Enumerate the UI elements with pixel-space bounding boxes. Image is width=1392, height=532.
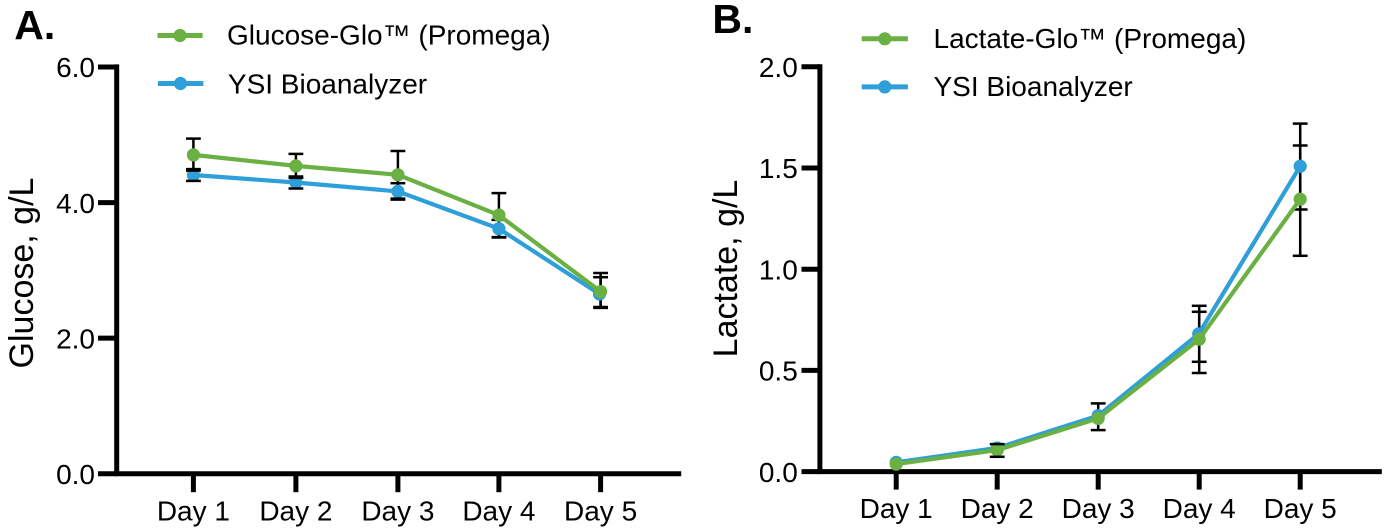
svg-text:Day 2: Day 2	[961, 493, 1034, 524]
svg-text:Day 5: Day 5	[564, 495, 637, 526]
svg-text:Day 1: Day 1	[860, 493, 933, 524]
svg-text:0.0: 0.0	[56, 459, 95, 490]
svg-text:A.: A.	[14, 2, 55, 48]
svg-text:B.: B.	[712, 0, 753, 42]
svg-text:Day 4: Day 4	[1163, 493, 1236, 524]
svg-text:Glucose, g/L: Glucose, g/L	[3, 178, 41, 369]
svg-text:Glucose-Glo™ (Promega): Glucose-Glo™ (Promega)	[227, 20, 551, 51]
svg-text:Day 4: Day 4	[462, 495, 535, 526]
svg-text:Day 2: Day 2	[259, 495, 332, 526]
svg-text:1.0: 1.0	[759, 254, 798, 285]
svg-text:1.5: 1.5	[759, 153, 798, 184]
svg-text:Lactate-Glo™ (Promega): Lactate-Glo™ (Promega)	[934, 23, 1247, 54]
svg-text:YSI Bioanalyzer: YSI Bioanalyzer	[934, 71, 1133, 102]
svg-text:2.0: 2.0	[56, 323, 95, 354]
svg-text:YSI Bioanalyzer: YSI Bioanalyzer	[228, 69, 427, 100]
svg-text:Lactate, g/L: Lactate, g/L	[707, 180, 745, 358]
svg-text:Day 3: Day 3	[361, 495, 434, 526]
svg-text:0.0: 0.0	[759, 457, 798, 488]
svg-text:Day 3: Day 3	[1062, 493, 1135, 524]
svg-text:Day 1: Day 1	[157, 495, 230, 526]
svg-text:Day 5: Day 5	[1264, 493, 1337, 524]
svg-text:6.0: 6.0	[56, 52, 95, 83]
svg-text:4.0: 4.0	[56, 188, 95, 219]
svg-text:0.5: 0.5	[759, 356, 798, 387]
svg-text:2.0: 2.0	[759, 52, 798, 83]
